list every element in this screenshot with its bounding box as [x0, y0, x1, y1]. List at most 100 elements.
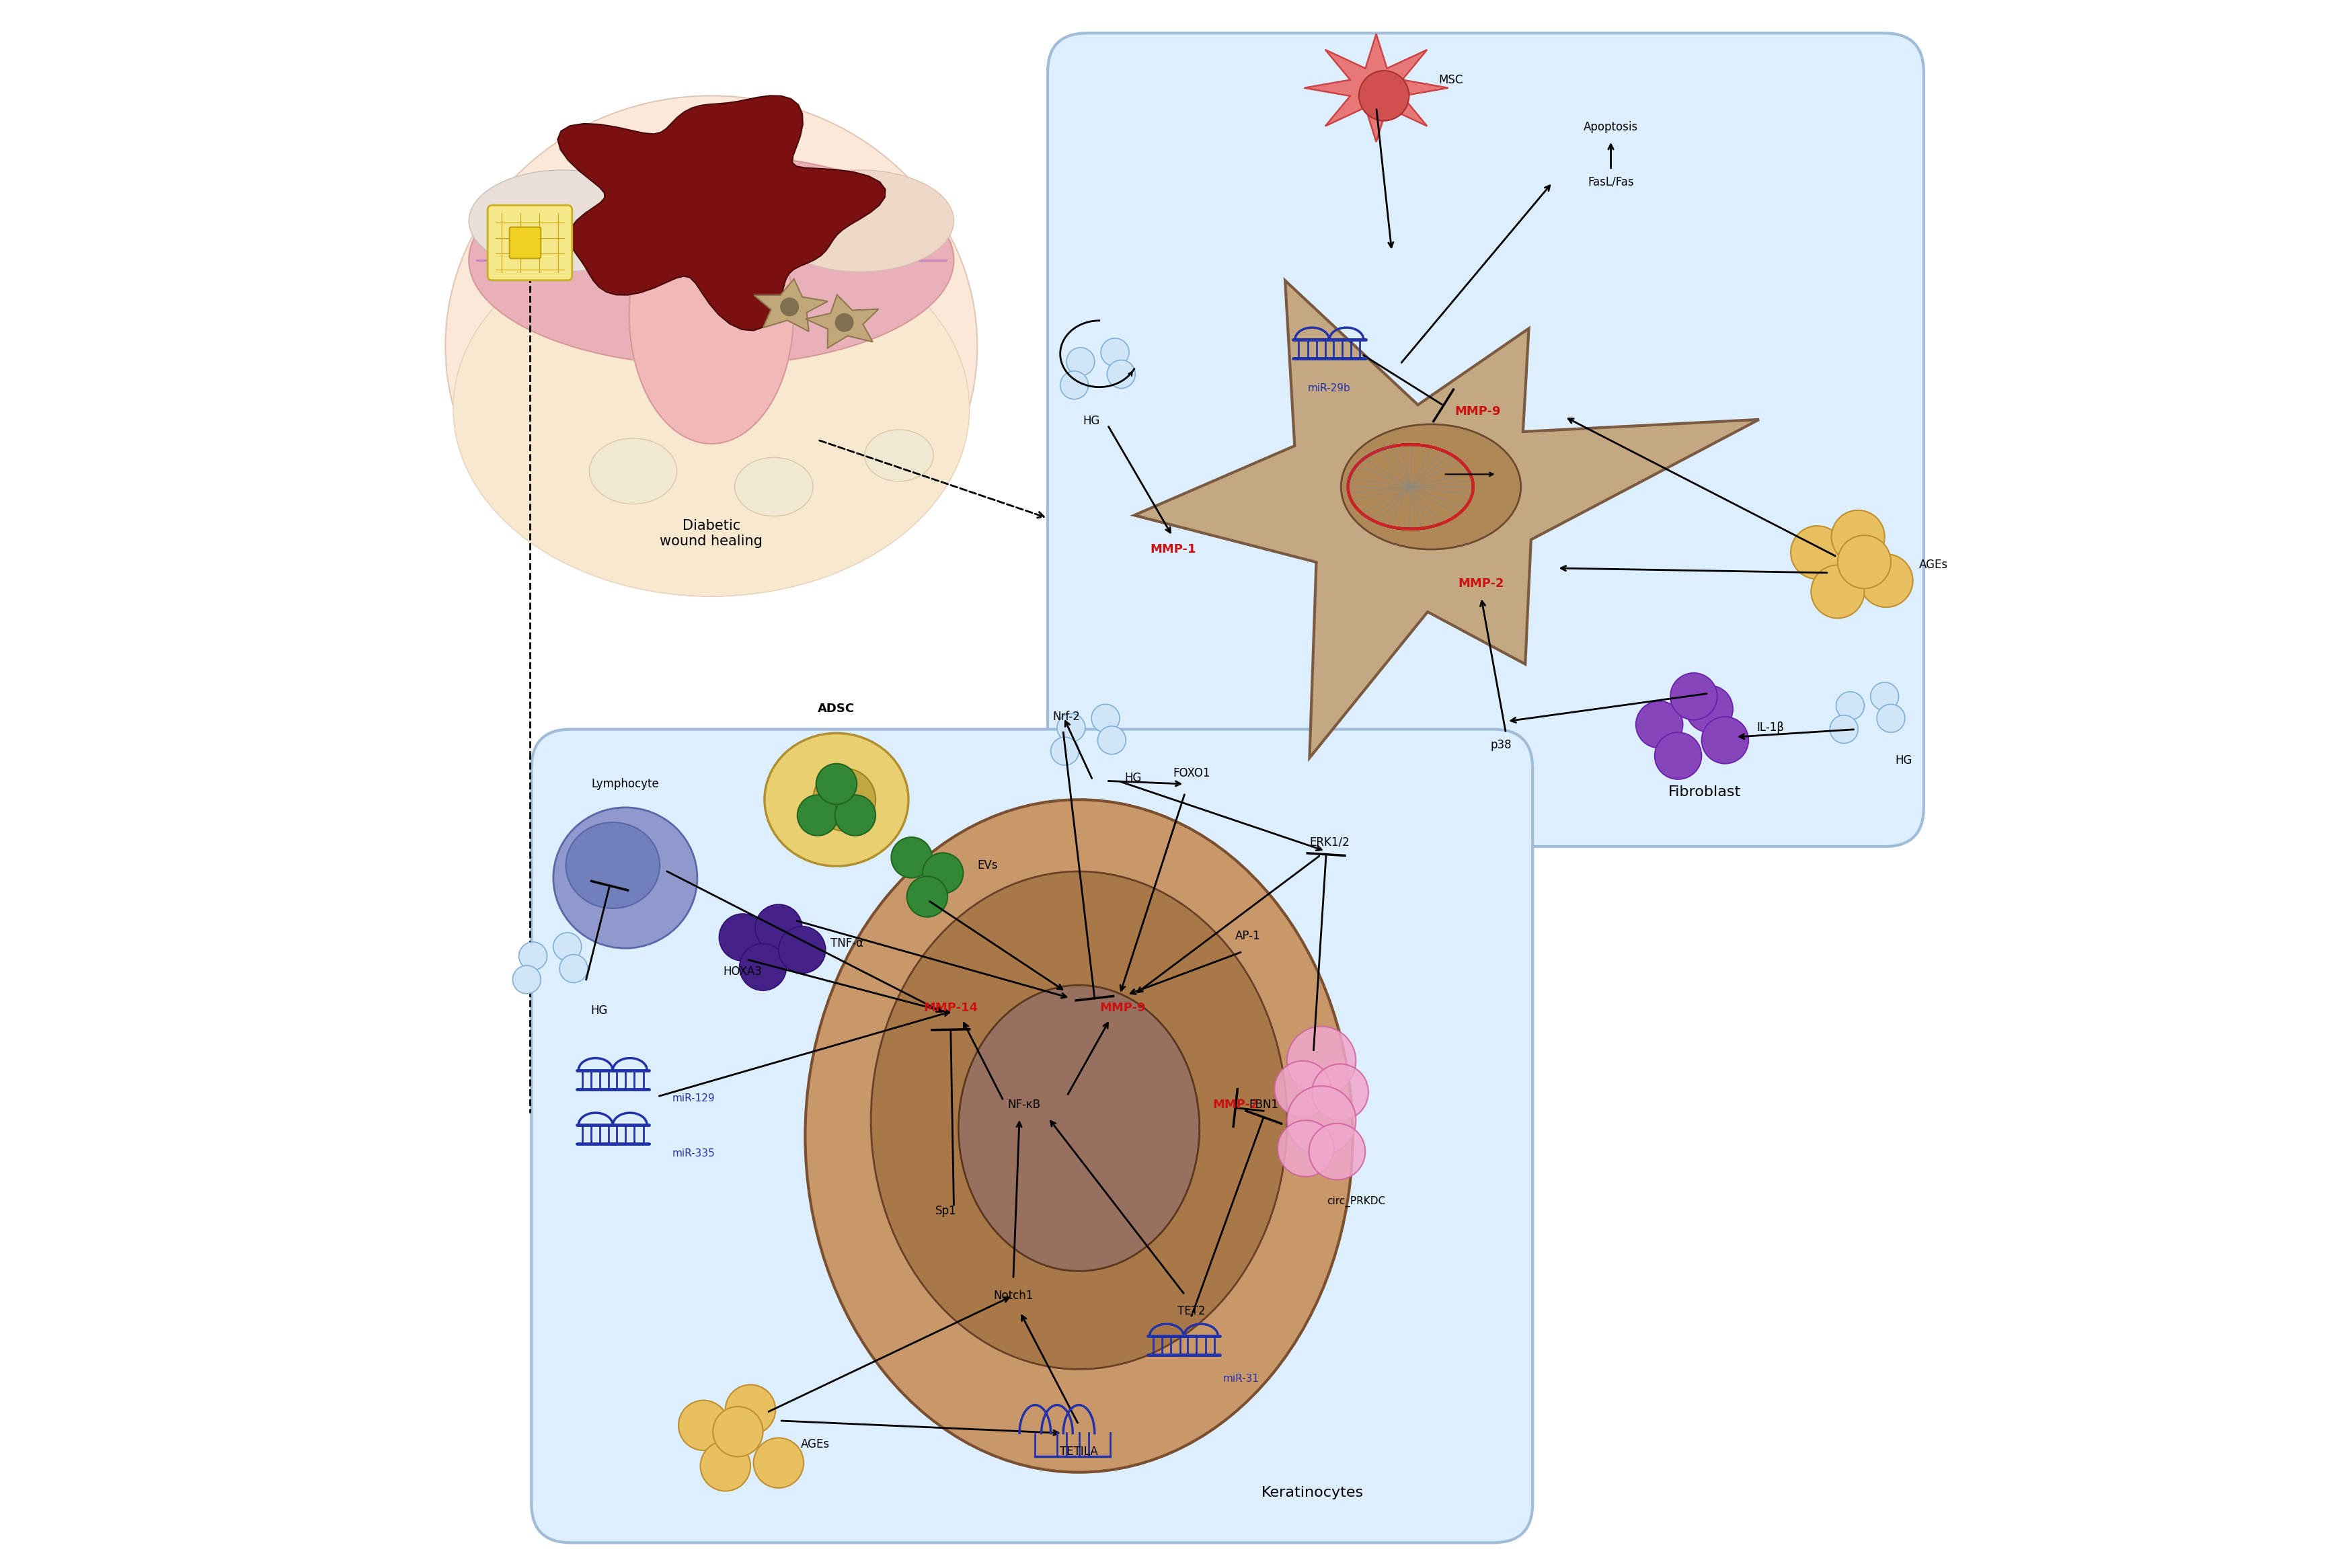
Text: Fibroblast: Fibroblast — [1668, 786, 1741, 798]
Ellipse shape — [958, 985, 1200, 1272]
Text: HG: HG — [1083, 416, 1100, 426]
Circle shape — [1286, 1087, 1356, 1154]
Text: circ_PRKDC: circ_PRKDC — [1326, 1196, 1384, 1207]
Circle shape — [1275, 1062, 1330, 1116]
Text: HG: HG — [592, 1005, 608, 1018]
Text: Apoptosis: Apoptosis — [1584, 121, 1638, 133]
Text: miR-29b: miR-29b — [1307, 383, 1351, 394]
Circle shape — [1090, 704, 1121, 732]
Circle shape — [1829, 715, 1857, 743]
Text: Sp1: Sp1 — [934, 1204, 958, 1217]
Circle shape — [892, 837, 932, 878]
Circle shape — [1312, 1065, 1368, 1120]
Text: TNF-α: TNF-α — [829, 938, 862, 950]
Text: FBN1: FBN1 — [1249, 1099, 1279, 1110]
Text: ADSC: ADSC — [818, 702, 855, 715]
Text: AGEs: AGEs — [1920, 558, 1948, 571]
Ellipse shape — [806, 800, 1354, 1472]
Text: IL-1β: IL-1β — [1757, 721, 1785, 734]
Circle shape — [701, 1441, 750, 1491]
Circle shape — [1636, 701, 1682, 748]
Circle shape — [513, 966, 541, 994]
Text: Nrf-2: Nrf-2 — [1053, 710, 1081, 723]
Circle shape — [1100, 339, 1130, 367]
Circle shape — [1060, 372, 1088, 400]
Circle shape — [520, 942, 548, 971]
Circle shape — [906, 877, 948, 917]
Ellipse shape — [468, 169, 657, 271]
Text: Keratinocytes: Keratinocytes — [1261, 1486, 1363, 1499]
FancyBboxPatch shape — [510, 227, 541, 259]
Polygon shape — [1305, 34, 1449, 141]
Circle shape — [1671, 673, 1717, 720]
Circle shape — [1687, 685, 1734, 732]
Ellipse shape — [468, 154, 953, 365]
Text: MMP-9: MMP-9 — [1454, 406, 1501, 417]
FancyBboxPatch shape — [487, 205, 573, 281]
Text: HG: HG — [1125, 771, 1142, 784]
Circle shape — [781, 298, 799, 317]
Text: MSC: MSC — [1438, 74, 1463, 86]
Ellipse shape — [871, 872, 1286, 1369]
Ellipse shape — [566, 822, 659, 908]
Circle shape — [1836, 691, 1864, 720]
Text: miR-335: miR-335 — [673, 1148, 715, 1159]
Text: MMP-14: MMP-14 — [923, 1002, 979, 1014]
Polygon shape — [557, 96, 885, 331]
Circle shape — [1058, 713, 1086, 742]
Circle shape — [559, 955, 587, 983]
Polygon shape — [755, 279, 827, 331]
Text: MMP-9: MMP-9 — [1100, 1002, 1146, 1014]
Circle shape — [1286, 1027, 1356, 1096]
Circle shape — [755, 905, 802, 952]
Circle shape — [797, 795, 839, 836]
Text: p38: p38 — [1491, 739, 1512, 751]
Circle shape — [1051, 737, 1079, 765]
Circle shape — [1701, 717, 1747, 764]
Text: miR-31: miR-31 — [1223, 1374, 1258, 1383]
Ellipse shape — [454, 221, 969, 596]
Text: ERK1/2: ERK1/2 — [1309, 836, 1349, 848]
Circle shape — [1107, 361, 1135, 389]
Text: HG: HG — [1894, 754, 1913, 767]
Text: MMP-2: MMP-2 — [1212, 1099, 1258, 1110]
Circle shape — [713, 1406, 762, 1457]
Circle shape — [1792, 525, 1843, 579]
Circle shape — [1277, 1120, 1335, 1176]
Circle shape — [923, 853, 962, 894]
Ellipse shape — [734, 458, 813, 516]
Circle shape — [725, 1385, 776, 1435]
Text: TETILA: TETILA — [1060, 1446, 1097, 1458]
Circle shape — [834, 314, 853, 332]
Circle shape — [753, 1438, 804, 1488]
Circle shape — [778, 927, 825, 974]
Text: AP-1: AP-1 — [1235, 930, 1261, 942]
Circle shape — [1309, 1123, 1365, 1179]
Circle shape — [813, 768, 876, 831]
Ellipse shape — [629, 185, 795, 444]
Circle shape — [1810, 564, 1864, 618]
Circle shape — [739, 944, 788, 991]
Text: Notch1: Notch1 — [993, 1289, 1032, 1301]
Circle shape — [1871, 682, 1899, 710]
Circle shape — [815, 764, 857, 804]
Text: Lymphocyte: Lymphocyte — [592, 778, 659, 790]
Circle shape — [552, 933, 582, 961]
Ellipse shape — [764, 734, 909, 866]
Circle shape — [1067, 348, 1095, 376]
Text: miR-129: miR-129 — [673, 1093, 715, 1104]
Ellipse shape — [767, 169, 953, 271]
Text: FasL/Fas: FasL/Fas — [1587, 176, 1633, 188]
Text: MMP-2: MMP-2 — [1459, 577, 1505, 590]
Text: HOXA3: HOXA3 — [722, 966, 762, 978]
Ellipse shape — [552, 808, 697, 949]
Circle shape — [1876, 704, 1906, 732]
Ellipse shape — [1342, 425, 1521, 549]
Circle shape — [1097, 726, 1125, 754]
Text: FOXO1: FOXO1 — [1172, 767, 1209, 779]
Circle shape — [1358, 71, 1410, 121]
Text: NF-κB: NF-κB — [1009, 1099, 1042, 1110]
Circle shape — [678, 1400, 729, 1450]
Circle shape — [720, 914, 767, 961]
Polygon shape — [806, 295, 878, 348]
